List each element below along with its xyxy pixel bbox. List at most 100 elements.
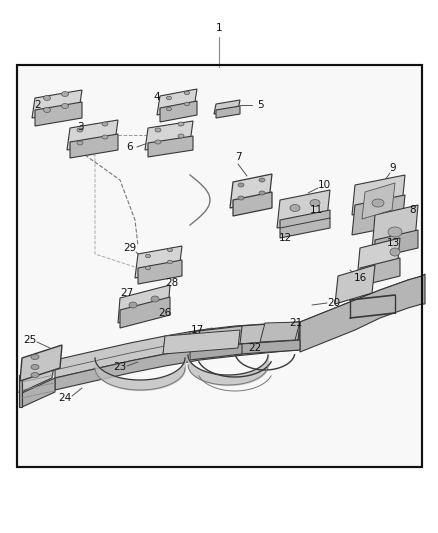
Ellipse shape bbox=[166, 96, 171, 100]
Ellipse shape bbox=[145, 254, 150, 258]
Text: 16: 16 bbox=[353, 273, 366, 283]
Polygon shape bbox=[276, 190, 329, 228]
Bar bbox=[17, 65, 421, 467]
Polygon shape bbox=[159, 101, 197, 122]
Polygon shape bbox=[361, 183, 394, 219]
Ellipse shape bbox=[61, 92, 68, 96]
Ellipse shape bbox=[102, 135, 108, 139]
Ellipse shape bbox=[102, 122, 108, 126]
Text: 17: 17 bbox=[190, 325, 203, 335]
Ellipse shape bbox=[155, 128, 161, 132]
Polygon shape bbox=[35, 102, 82, 126]
Polygon shape bbox=[356, 238, 399, 280]
Polygon shape bbox=[190, 344, 241, 360]
Ellipse shape bbox=[258, 191, 265, 195]
Polygon shape bbox=[67, 120, 118, 150]
Text: 3: 3 bbox=[77, 122, 83, 132]
Polygon shape bbox=[299, 276, 421, 352]
Text: 24: 24 bbox=[58, 393, 71, 403]
Polygon shape bbox=[55, 340, 299, 390]
Polygon shape bbox=[421, 274, 424, 304]
Polygon shape bbox=[233, 192, 272, 216]
Text: 6: 6 bbox=[127, 142, 133, 152]
Ellipse shape bbox=[43, 95, 50, 101]
Ellipse shape bbox=[31, 365, 39, 369]
Polygon shape bbox=[135, 246, 182, 278]
Ellipse shape bbox=[258, 178, 265, 182]
Polygon shape bbox=[230, 174, 272, 208]
Ellipse shape bbox=[184, 91, 189, 95]
Polygon shape bbox=[371, 205, 417, 250]
Polygon shape bbox=[351, 175, 404, 215]
Polygon shape bbox=[259, 322, 299, 342]
Text: 4: 4 bbox=[153, 92, 160, 102]
Ellipse shape bbox=[31, 373, 39, 377]
Text: 11: 11 bbox=[309, 205, 322, 215]
Polygon shape bbox=[120, 297, 170, 328]
Text: 23: 23 bbox=[113, 362, 126, 372]
Polygon shape bbox=[22, 378, 55, 407]
Text: 29: 29 bbox=[123, 243, 136, 253]
Text: 2: 2 bbox=[35, 100, 41, 110]
Ellipse shape bbox=[290, 205, 299, 212]
Ellipse shape bbox=[129, 302, 137, 308]
Polygon shape bbox=[162, 330, 240, 354]
Polygon shape bbox=[215, 106, 240, 118]
Ellipse shape bbox=[237, 196, 244, 200]
Polygon shape bbox=[359, 258, 399, 286]
Polygon shape bbox=[138, 260, 182, 284]
Ellipse shape bbox=[167, 260, 172, 264]
Text: 28: 28 bbox=[165, 278, 178, 288]
Ellipse shape bbox=[389, 248, 399, 256]
Polygon shape bbox=[237, 322, 299, 344]
Bar bbox=[17, 65, 421, 467]
Ellipse shape bbox=[77, 128, 83, 132]
Ellipse shape bbox=[31, 354, 39, 359]
Ellipse shape bbox=[155, 140, 161, 144]
Text: 7: 7 bbox=[234, 152, 241, 162]
Polygon shape bbox=[374, 230, 417, 258]
Polygon shape bbox=[145, 121, 193, 150]
Polygon shape bbox=[20, 345, 62, 381]
Text: 26: 26 bbox=[158, 308, 171, 318]
Ellipse shape bbox=[371, 199, 383, 207]
Text: 25: 25 bbox=[23, 335, 36, 345]
Text: 12: 12 bbox=[278, 233, 291, 243]
Polygon shape bbox=[157, 89, 197, 115]
Ellipse shape bbox=[309, 199, 319, 206]
Polygon shape bbox=[55, 322, 299, 378]
Ellipse shape bbox=[77, 141, 83, 145]
Ellipse shape bbox=[166, 107, 171, 111]
Text: 1: 1 bbox=[215, 23, 222, 33]
Text: 20: 20 bbox=[327, 298, 340, 308]
Ellipse shape bbox=[167, 248, 172, 252]
Ellipse shape bbox=[237, 183, 244, 187]
Text: 10: 10 bbox=[317, 180, 330, 190]
Ellipse shape bbox=[184, 102, 189, 106]
Polygon shape bbox=[19, 375, 22, 407]
Polygon shape bbox=[279, 210, 329, 238]
Polygon shape bbox=[148, 136, 193, 157]
Polygon shape bbox=[240, 340, 299, 354]
Text: 27: 27 bbox=[120, 288, 133, 298]
Text: 5: 5 bbox=[257, 100, 264, 110]
Ellipse shape bbox=[387, 227, 401, 237]
Text: 21: 21 bbox=[289, 318, 302, 328]
Ellipse shape bbox=[43, 108, 50, 112]
Ellipse shape bbox=[145, 266, 150, 270]
Text: 9: 9 bbox=[389, 163, 396, 173]
Polygon shape bbox=[19, 360, 55, 393]
Ellipse shape bbox=[151, 296, 159, 302]
Text: 22: 22 bbox=[248, 343, 261, 353]
Polygon shape bbox=[118, 285, 170, 323]
Polygon shape bbox=[70, 134, 118, 158]
Polygon shape bbox=[299, 276, 421, 340]
Ellipse shape bbox=[177, 134, 184, 138]
Polygon shape bbox=[32, 90, 82, 118]
Text: 8: 8 bbox=[409, 205, 415, 215]
Polygon shape bbox=[213, 100, 240, 114]
Polygon shape bbox=[162, 322, 299, 354]
Polygon shape bbox=[187, 326, 241, 350]
Text: 13: 13 bbox=[385, 238, 399, 248]
Polygon shape bbox=[334, 265, 374, 304]
